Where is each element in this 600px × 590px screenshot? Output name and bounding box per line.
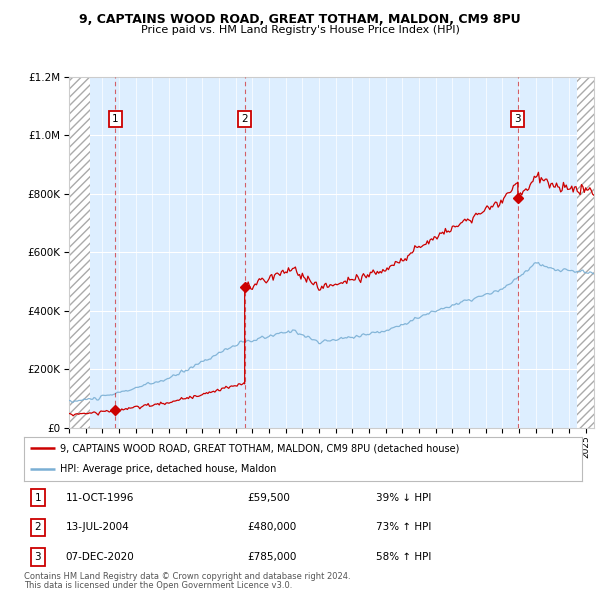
Text: £785,000: £785,000 <box>247 552 296 562</box>
Text: 1: 1 <box>112 114 119 124</box>
Text: This data is licensed under the Open Government Licence v3.0.: This data is licensed under the Open Gov… <box>24 581 292 589</box>
Text: 58% ↑ HPI: 58% ↑ HPI <box>376 552 431 562</box>
Text: 2: 2 <box>35 522 41 532</box>
Bar <box>69 77 90 428</box>
Text: £480,000: £480,000 <box>247 522 296 532</box>
Text: 07-DEC-2020: 07-DEC-2020 <box>66 552 134 562</box>
Bar <box>577 77 594 428</box>
Text: 39% ↓ HPI: 39% ↓ HPI <box>376 493 431 503</box>
Text: HPI: Average price, detached house, Maldon: HPI: Average price, detached house, Mald… <box>60 464 277 474</box>
Text: £59,500: £59,500 <box>247 493 290 503</box>
Text: 3: 3 <box>515 114 521 124</box>
Text: 9, CAPTAINS WOOD ROAD, GREAT TOTHAM, MALDON, CM9 8PU (detached house): 9, CAPTAINS WOOD ROAD, GREAT TOTHAM, MAL… <box>60 443 460 453</box>
Text: 73% ↑ HPI: 73% ↑ HPI <box>376 522 431 532</box>
Text: 9, CAPTAINS WOOD ROAD, GREAT TOTHAM, MALDON, CM9 8PU: 9, CAPTAINS WOOD ROAD, GREAT TOTHAM, MAL… <box>79 13 521 26</box>
Text: 1: 1 <box>35 493 41 503</box>
Text: 2: 2 <box>241 114 248 124</box>
Text: 11-OCT-1996: 11-OCT-1996 <box>66 493 134 503</box>
Text: 3: 3 <box>35 552 41 562</box>
Text: Price paid vs. HM Land Registry's House Price Index (HPI): Price paid vs. HM Land Registry's House … <box>140 25 460 35</box>
Text: 13-JUL-2004: 13-JUL-2004 <box>66 522 130 532</box>
Text: Contains HM Land Registry data © Crown copyright and database right 2024.: Contains HM Land Registry data © Crown c… <box>24 572 350 581</box>
